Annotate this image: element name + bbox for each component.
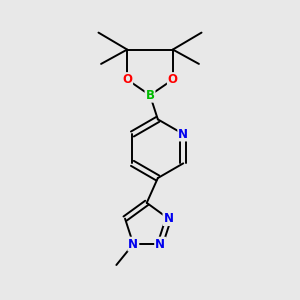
Text: N: N bbox=[164, 212, 173, 225]
Text: O: O bbox=[122, 73, 132, 86]
Text: N: N bbox=[155, 238, 165, 250]
Text: N: N bbox=[178, 128, 188, 140]
Text: N: N bbox=[128, 238, 138, 250]
Text: B: B bbox=[146, 89, 154, 102]
Text: O: O bbox=[168, 73, 178, 86]
